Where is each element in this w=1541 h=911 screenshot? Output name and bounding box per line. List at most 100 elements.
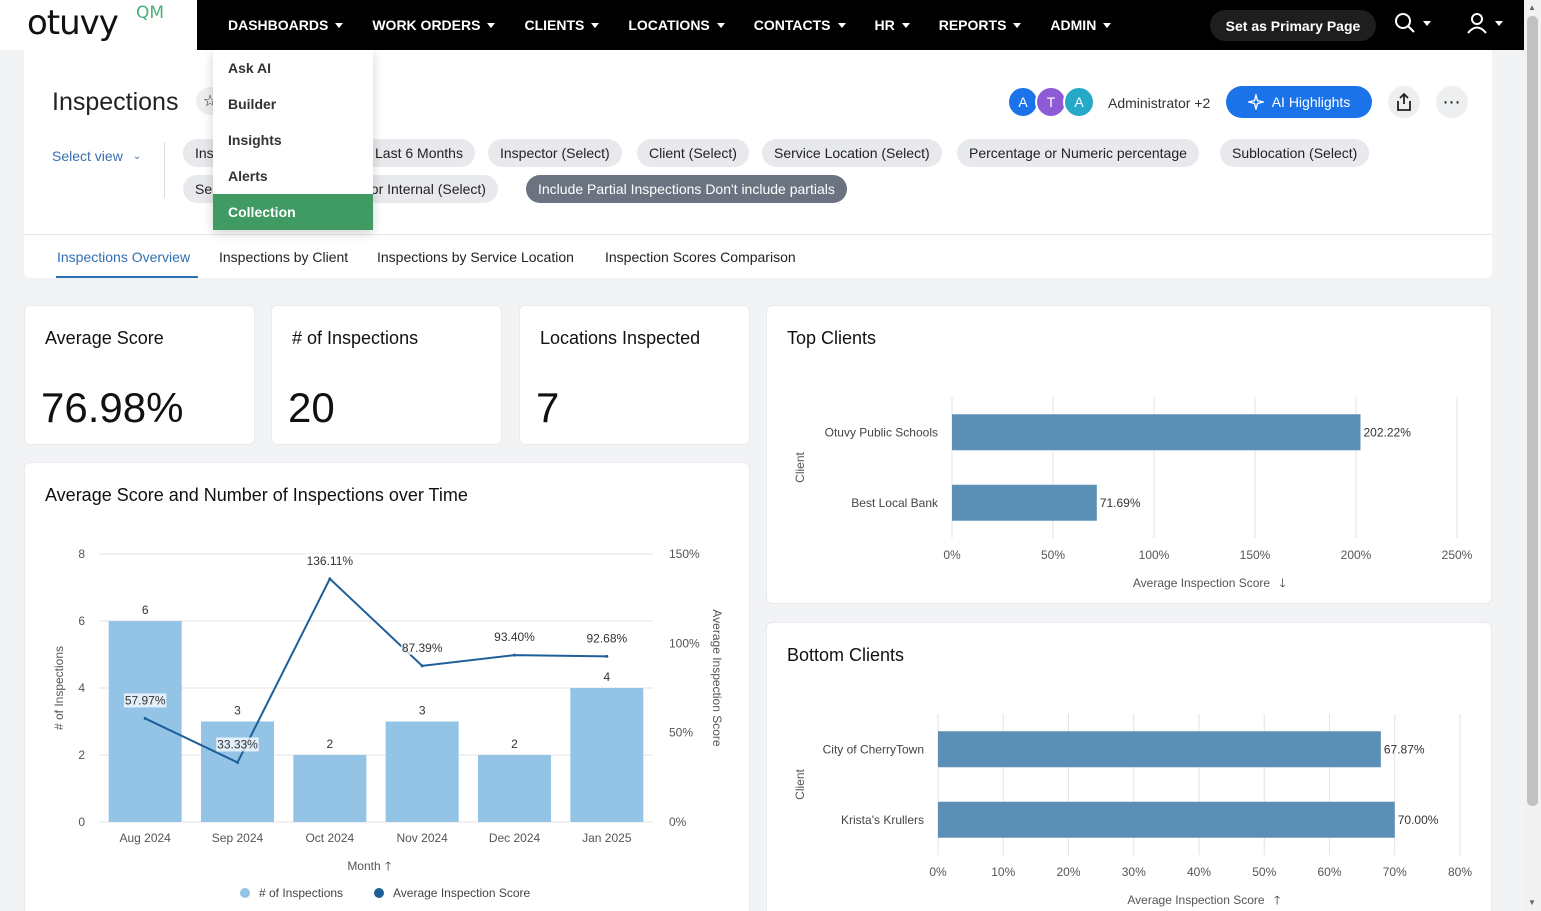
- menu-item-collection[interactable]: Collection: [213, 194, 373, 230]
- x-tick-label: 70%: [1383, 865, 1407, 879]
- line-data-label: 33.33%: [217, 737, 258, 751]
- x-axis-title: Month: [347, 859, 380, 873]
- nav-work-orders[interactable]: WORK ORDERS: [372, 17, 496, 33]
- bar-inspections: [385, 721, 459, 822]
- top-clients-card: Top Clients 0% 50% 100% 150% 200% 250% 202.22%…: [766, 305, 1492, 604]
- y2-tick-label: 50%: [669, 726, 693, 740]
- x-tick-label: 20%: [1056, 865, 1080, 879]
- ai-highlights-button[interactable]: AI Highlights: [1226, 86, 1372, 118]
- menu-item-alerts[interactable]: Alerts: [228, 168, 268, 184]
- line-point: [513, 653, 516, 657]
- x-tick-label: Sep 2024: [212, 831, 264, 845]
- line-data-label-bg: [585, 631, 629, 646]
- y-axis-title: Client: [793, 768, 807, 799]
- x-tick-label: 10%: [991, 865, 1015, 879]
- y-tick-label: 0: [78, 815, 85, 829]
- nav-dashboards[interactable]: DASHBOARDS: [228, 17, 344, 33]
- bar-data-label: 4: [603, 670, 610, 684]
- bar-data-label: 67.87%: [1384, 742, 1425, 756]
- y2-tick-label: 100%: [669, 636, 700, 650]
- active-tab-indicator: [56, 276, 198, 278]
- bar-data-label: 71.69%: [1100, 496, 1141, 510]
- tab-inspections-by-service-location[interactable]: Inspections by Service Location: [377, 249, 574, 265]
- search-menu[interactable]: [1394, 12, 1431, 34]
- filter-chip-percentage[interactable]: Percentage or Numeric percentage: [957, 139, 1199, 167]
- bottom-clients-chart: 0% 10% 20% 30% 40% 50% 60% 70% 80% 67.87% City of …: [793, 714, 1472, 907]
- y-tick-label: 8: [78, 547, 85, 561]
- shared-with-label[interactable]: Administrator +2: [1108, 95, 1211, 111]
- y-tick-label: 4: [78, 681, 85, 695]
- y-axis-title: Client: [793, 451, 807, 482]
- bar-data-label: 70.00%: [1398, 813, 1439, 827]
- legend-label: # of Inspections: [259, 886, 343, 900]
- client-bar: [952, 414, 1361, 451]
- x-tick-label: 60%: [1317, 865, 1341, 879]
- caret-down-icon: [1103, 22, 1112, 28]
- line-data-label-bg: [400, 640, 444, 655]
- tab-inspections-overview[interactable]: Inspections Overview: [57, 249, 191, 265]
- page-scrollbar[interactable]: ▲ ▼: [1524, 0, 1541, 911]
- main-nav: DASHBOARDS WORK ORDERS CLIENTS LOCATIONS…: [228, 0, 1140, 50]
- kpi-card-locations-inspected[interactable]: Locations Inspected 7: [519, 305, 750, 445]
- line-data-label-bg: [216, 737, 259, 752]
- bar-data-label: 202.22%: [1363, 425, 1411, 439]
- x-axis-title: Average Inspection Score: [1127, 893, 1265, 907]
- share-button[interactable]: [1388, 86, 1420, 118]
- bar-data-label: 2: [511, 737, 518, 751]
- nav-label: HR: [874, 17, 895, 33]
- x-tick-label: Oct 2024: [305, 831, 354, 845]
- x-tick-label: 50%: [1252, 865, 1276, 879]
- nav-clients[interactable]: CLIENTS: [524, 17, 600, 33]
- more-options-button[interactable]: ⋯: [1436, 86, 1468, 118]
- kpi-card-inspections-count[interactable]: # of Inspections 20: [271, 305, 502, 445]
- legend-swatch-inspections: [240, 888, 250, 898]
- filter-chip-service-location[interactable]: Service Location (Select): [762, 139, 942, 167]
- legend-label: Average Inspection Score: [393, 886, 531, 900]
- nav-hr[interactable]: HR: [875, 17, 910, 33]
- ai-button-label: AI Highlights: [1271, 94, 1351, 110]
- line-point: [605, 654, 609, 658]
- filter-chip-partial-inspections[interactable]: Include Partial Inspections Don't includ…: [526, 175, 847, 203]
- nav-admin[interactable]: ADMIN: [1050, 17, 1112, 33]
- combo-chart: 0 2 4 6 8 0% 50% 100% 150% 6 3 2 3 2 4 57.97% 33.33% 136.…: [52, 547, 724, 900]
- scroll-thumb[interactable]: [1527, 16, 1538, 806]
- menu-item-ask-ai[interactable]: Ask AI: [228, 60, 272, 76]
- line-point: [143, 716, 147, 720]
- sparkle-icon: [1247, 94, 1264, 110]
- logo-suffix: QM: [136, 3, 165, 23]
- select-view-dropdown[interactable]: Select view ⌄: [52, 148, 141, 164]
- filter-chip-client[interactable]: Client (Select): [637, 139, 749, 167]
- otuvy-logo[interactable]: otuvy QM: [0, 0, 197, 50]
- logo-text: otuvy: [27, 3, 119, 43]
- nav-contacts[interactable]: CONTACTS: [754, 17, 846, 33]
- avatar: A: [1007, 86, 1039, 118]
- avatar-group[interactable]: A T A: [1007, 86, 1095, 118]
- x-axis-title: Average Inspection Score: [1133, 576, 1271, 590]
- tab-inspection-scores-comparison[interactable]: Inspection Scores Comparison: [605, 249, 796, 265]
- scroll-down-arrow-icon[interactable]: ▼: [1528, 898, 1536, 907]
- share-icon: [1397, 93, 1411, 111]
- menu-item-builder[interactable]: Builder: [228, 96, 277, 112]
- line-data-label-group: 92.68%: [585, 631, 629, 646]
- filter-chip-inspector[interactable]: Inspector (Select): [488, 139, 622, 167]
- set-primary-page-button[interactable]: Set as Primary Page: [1210, 10, 1376, 41]
- tab-inspections-by-client[interactable]: Inspections by Client: [219, 249, 349, 265]
- filter-chip-date[interactable]: Last 6 Months: [363, 139, 475, 167]
- client-bar: [938, 731, 1381, 768]
- chart-title: Average Score and Number of Inspections …: [45, 485, 468, 505]
- y-axis-title: # of Inspections: [52, 646, 66, 730]
- line-data-label-bg: [493, 630, 536, 645]
- kpi-card-average-score[interactable]: Average Score 76.98%: [24, 305, 255, 445]
- nav-locations[interactable]: LOCATIONS: [628, 17, 725, 33]
- user-menu[interactable]: [1466, 12, 1503, 34]
- filter-chip-sublocation[interactable]: Sublocation (Select): [1220, 139, 1370, 167]
- select-view-label: Select view: [52, 148, 123, 164]
- nav-reports[interactable]: REPORTS: [939, 17, 1022, 33]
- more-icon: ⋯: [1442, 91, 1462, 112]
- menu-item-insights[interactable]: Insights: [228, 132, 282, 148]
- scroll-up-arrow-icon[interactable]: ▲: [1528, 3, 1536, 12]
- line-data-label-group: 87.39%: [400, 640, 444, 655]
- kpi-title: # of Inspections: [292, 328, 419, 348]
- bar-data-label: 3: [419, 704, 426, 718]
- x-tick-label: 0%: [943, 548, 961, 562]
